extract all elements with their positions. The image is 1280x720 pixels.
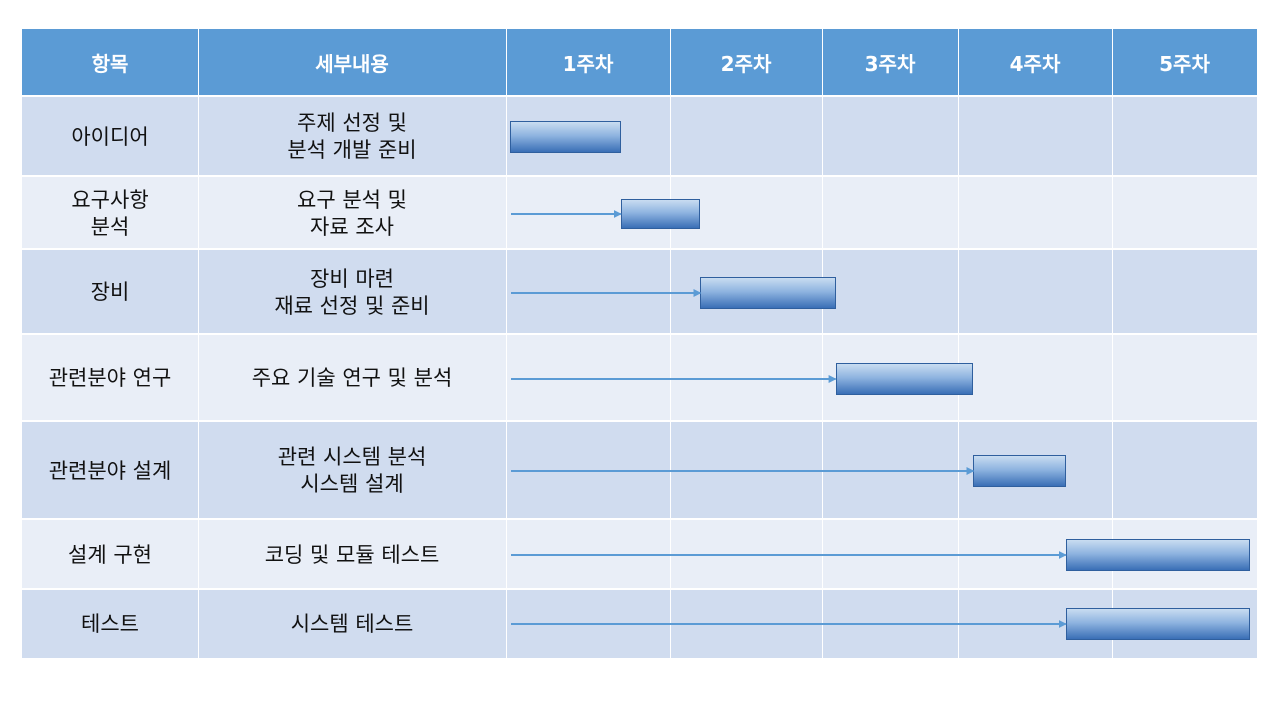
row-item-cell: 관련분야 설계 — [22, 422, 198, 520]
row-item-label: 아이디어 — [71, 124, 149, 149]
row-item-label: 테스트 — [81, 611, 139, 636]
row-item-label: 관련분야 설계 — [48, 458, 172, 483]
row-item-cell: 테스트 — [22, 590, 198, 658]
row-detail-label: 장비 마련 — [310, 266, 394, 291]
row-divider — [22, 333, 1257, 335]
row-detail-cell: 시스템 테스트 — [198, 590, 506, 658]
header-row — [22, 29, 1257, 95]
row-item-cell: 요구사항 분석 — [22, 177, 198, 250]
row-item-cell: 관련분야 연구 — [22, 335, 198, 422]
schedule-bar — [510, 121, 621, 153]
header-week-4: 4주차 — [1009, 51, 1061, 76]
row-item-label: 요구사항 — [71, 187, 149, 212]
header-week-1: 1주차 — [562, 51, 614, 76]
row-item-label: 장비 — [90, 280, 130, 304]
row-detail-cell: 주요 기술 연구 및 분석 — [198, 335, 506, 422]
schedule-bar — [973, 455, 1066, 487]
row-item-label: 관련분야 연구 — [48, 366, 172, 390]
row-detail-label: 재료 선정 및 준비 — [274, 293, 430, 318]
schedule-bar — [620, 199, 701, 229]
header-week-2: 2주차 — [720, 51, 772, 76]
row-item-cell: 설계 구현 — [22, 520, 198, 590]
row-detail-label: 시스템 테스트 — [290, 611, 414, 636]
row-detail-label: 주제 선정 및 — [297, 111, 407, 135]
table-row — [22, 97, 1257, 177]
header-detail: 세부내용 — [315, 51, 389, 76]
schedule-bar — [1065, 539, 1250, 571]
row-divider — [22, 95, 1257, 97]
column-divider — [198, 29, 199, 658]
row-detail-label: 코딩 및 모듈 테스트 — [264, 542, 440, 567]
column-divider — [1112, 29, 1113, 658]
row-divider — [22, 248, 1257, 250]
row-detail-label: 관련 시스템 분석 — [277, 445, 427, 469]
schedule-bar — [1065, 608, 1250, 640]
row-detail-label: 시스템 설계 — [300, 472, 404, 496]
row-divider — [22, 588, 1257, 590]
row-detail-label: 분석 개발 준비 — [287, 138, 417, 162]
column-divider — [670, 29, 671, 658]
row-item-label: 설계 구현 — [68, 542, 152, 567]
row-detail-cell: 코딩 및 모듈 테스트 — [198, 520, 506, 590]
header-week-3: 3주차 — [864, 51, 916, 76]
row-detail-cell: 요구 분석 및 자료 조사 — [198, 177, 506, 250]
row-item-label: 분석 — [90, 214, 130, 239]
row-detail-label: 주요 기술 연구 및 분석 — [251, 366, 453, 390]
column-divider — [822, 29, 823, 658]
row-detail-label: 요구 분석 및 — [297, 187, 407, 212]
row-divider — [22, 518, 1257, 520]
header-item: 항목 — [91, 51, 129, 76]
row-item-cell: 장비 — [22, 250, 198, 335]
header-week-5: 5주차 — [1159, 51, 1210, 76]
column-divider — [958, 29, 959, 658]
row-item-cell: 아이디어 — [22, 97, 198, 177]
row-divider — [22, 420, 1257, 422]
row-detail-cell: 장비 마련 재료 선정 및 준비 — [198, 250, 506, 335]
row-detail-label: 자료 조사 — [310, 214, 394, 239]
column-divider — [506, 29, 507, 658]
row-divider — [22, 175, 1257, 177]
